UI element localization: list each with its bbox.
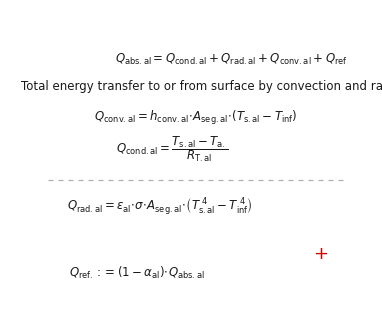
Text: $Q_{\mathrm{ref.}} := \left(1 - \alpha_{\mathrm{al}}\right) \!\cdot\! Q_{\mathrm: $Q_{\mathrm{ref.}} := \left(1 - \alpha_{… — [69, 265, 204, 281]
Text: $Q_{\mathrm{conv.al}} = h_{\mathrm{conv.al}} \!\cdot\! A_{\mathrm{seg.al}} \!\cd: $Q_{\mathrm{conv.al}} = h_{\mathrm{conv.… — [94, 109, 298, 127]
Text: $+$: $+$ — [312, 245, 328, 263]
Text: $Q_{\mathrm{cond.al}} = \dfrac{T_{\mathrm{s.al}} - T_{\mathrm{a.}}}{R_{\mathrm{T: $Q_{\mathrm{cond.al}} = \dfrac{T_{\mathr… — [116, 134, 228, 164]
Text: $Q_{\mathrm{abs.al}} = Q_{\mathrm{cond.al}} + Q_{\mathrm{rad.al}} + Q_{\mathrm{c: $Q_{\mathrm{abs.al}} = Q_{\mathrm{cond.a… — [115, 52, 348, 67]
Text: Total energy transfer to or from surface by convection and ra: Total energy transfer to or from surface… — [21, 80, 382, 93]
Text: $Q_{\mathrm{rad.al}} = \varepsilon_{\mathrm{al}} \!\cdot\! \sigma \!\cdot\! A_{\: $Q_{\mathrm{rad.al}} = \varepsilon_{\mat… — [68, 196, 253, 217]
